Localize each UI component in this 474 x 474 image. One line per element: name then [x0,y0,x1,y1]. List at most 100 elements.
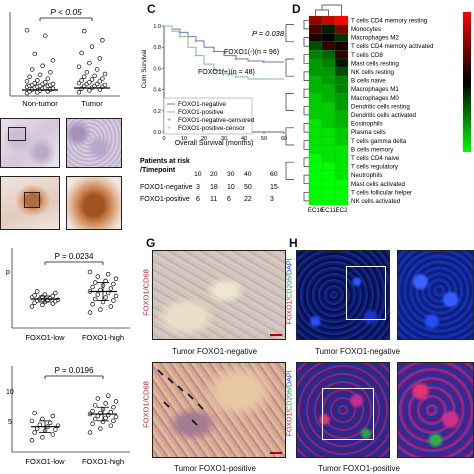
svg-text:10: 10 [6,389,14,396]
heat-row-label: NK cells activated [351,198,401,205]
dendro-branch [303,123,309,133]
heat-cell [334,196,349,206]
heat-cell [321,58,336,68]
km-censor-mark: + [262,77,265,83]
heat-row-label: T cells gamma delta [351,138,407,145]
data-point [35,78,40,83]
data-point [89,77,95,82]
heat-row-label: NK cells resting [351,69,395,76]
panel-f-p-value: P = 0.0196 [55,366,94,375]
km-x-tick-label: 60 [281,136,287,142]
heat-col-label: EC11 [321,207,337,214]
dendro-branch [303,157,309,167]
heat-cell [334,84,349,94]
heat-cell [321,119,336,128]
data-point [97,79,103,84]
heat-cell [321,196,336,206]
panel-c-p-value: P = 0.038 [252,29,285,38]
heat-cell [334,144,349,154]
km-censor-mark: + [234,75,237,81]
panel-c-ylabel: Cum Survival [141,49,148,88]
data-point [89,44,95,49]
km-x-tick-label: 50 [261,136,267,142]
data-point [103,295,108,300]
data-point [92,280,98,285]
svg-text:40: 40 [244,171,252,178]
heat-cell [334,15,349,25]
data-point [113,276,119,281]
panel-g-tile-negative [152,250,286,340]
heat-cell [334,179,349,189]
heat-cell [321,162,336,171]
heat-cell [334,101,349,111]
data-point [113,399,119,404]
km-censor-mark: + [178,35,181,41]
svg-text:10: 10 [227,184,235,191]
heat-row-label: Neutrophils [351,172,382,179]
heat-cell [334,58,349,68]
heat-cell [334,110,349,120]
panel-h-tile-negative-high [397,250,474,340]
heat-cell [334,127,349,137]
panel-e-p-value: P = 0.0234 [55,252,94,261]
panel-h-inset-box-top [346,266,386,320]
heat-cell [308,33,323,42]
data-point [40,63,45,69]
data-point [108,409,114,415]
panel-g-caption-top: Tumor FOXO1-negative [172,347,258,356]
heat-row-label: T cells CD4 memory resting [351,17,428,24]
data-point [108,304,114,309]
km-y-tick-label: 0.0 [153,130,161,136]
heat-cell [321,153,336,163]
heat-row-label: Dendritic cells resting [351,103,410,110]
svg-text:22: 22 [244,196,252,203]
data-point [111,281,116,287]
dendro-branch [303,37,309,47]
dendro-branch [285,161,294,180]
heat-cell [321,144,336,154]
panel-b-ihc-negative-low [0,118,60,168]
panel-g-letter: G [146,236,156,250]
data-point [40,416,45,422]
data-point [32,410,37,416]
heat-col-label: EC10 [308,207,324,214]
data-point [87,430,93,435]
panel-f-cat-1: FOXO1-high [82,457,124,466]
data-point [108,423,114,428]
svg-text:60: 60 [270,171,278,178]
heat-cell [308,162,323,171]
heat-cell [308,127,323,137]
panel-g-tile-positive [152,362,286,458]
panel-c-legend-2: FOXO1-negative-censored [178,117,255,124]
panel-c-curves: +++++++++ + [164,25,284,83]
heat-row-label: T cells follicular helper [351,189,412,196]
data-point [42,79,48,85]
dendro-branch [303,19,309,30]
svg-text:30: 30 [227,171,235,178]
data-point [79,50,84,56]
panel-c-letter: C [147,2,156,16]
data-point [111,298,116,303]
data-point [98,307,103,312]
panel-c-legend: FOXO1-negative FOXO1-positive + FOXO1-ne… [163,97,255,135]
data-point [53,290,58,296]
data-point [76,80,82,86]
heat-row-label: Plasma cells [351,129,386,136]
data-point [45,76,51,81]
data-point [50,81,56,87]
heat-cell [321,101,336,111]
heat-cell [308,41,323,51]
svg-text:+: + [167,117,171,124]
panel-c-xlabel: Overall Survival (months) [175,140,254,147]
heat-row-label: Eosinophils [351,121,383,128]
data-point [92,73,97,79]
data-point [90,421,95,427]
data-point [95,396,101,401]
km-curve-1 [164,25,284,80]
heat-row-label: T cells regulatory [351,164,399,171]
panel-a-dotplot: P < 0.05 Non-tumor Tumor [9,7,120,108]
heat-cell [308,50,323,60]
heat-cell [308,179,323,189]
heat-cell [308,101,323,111]
